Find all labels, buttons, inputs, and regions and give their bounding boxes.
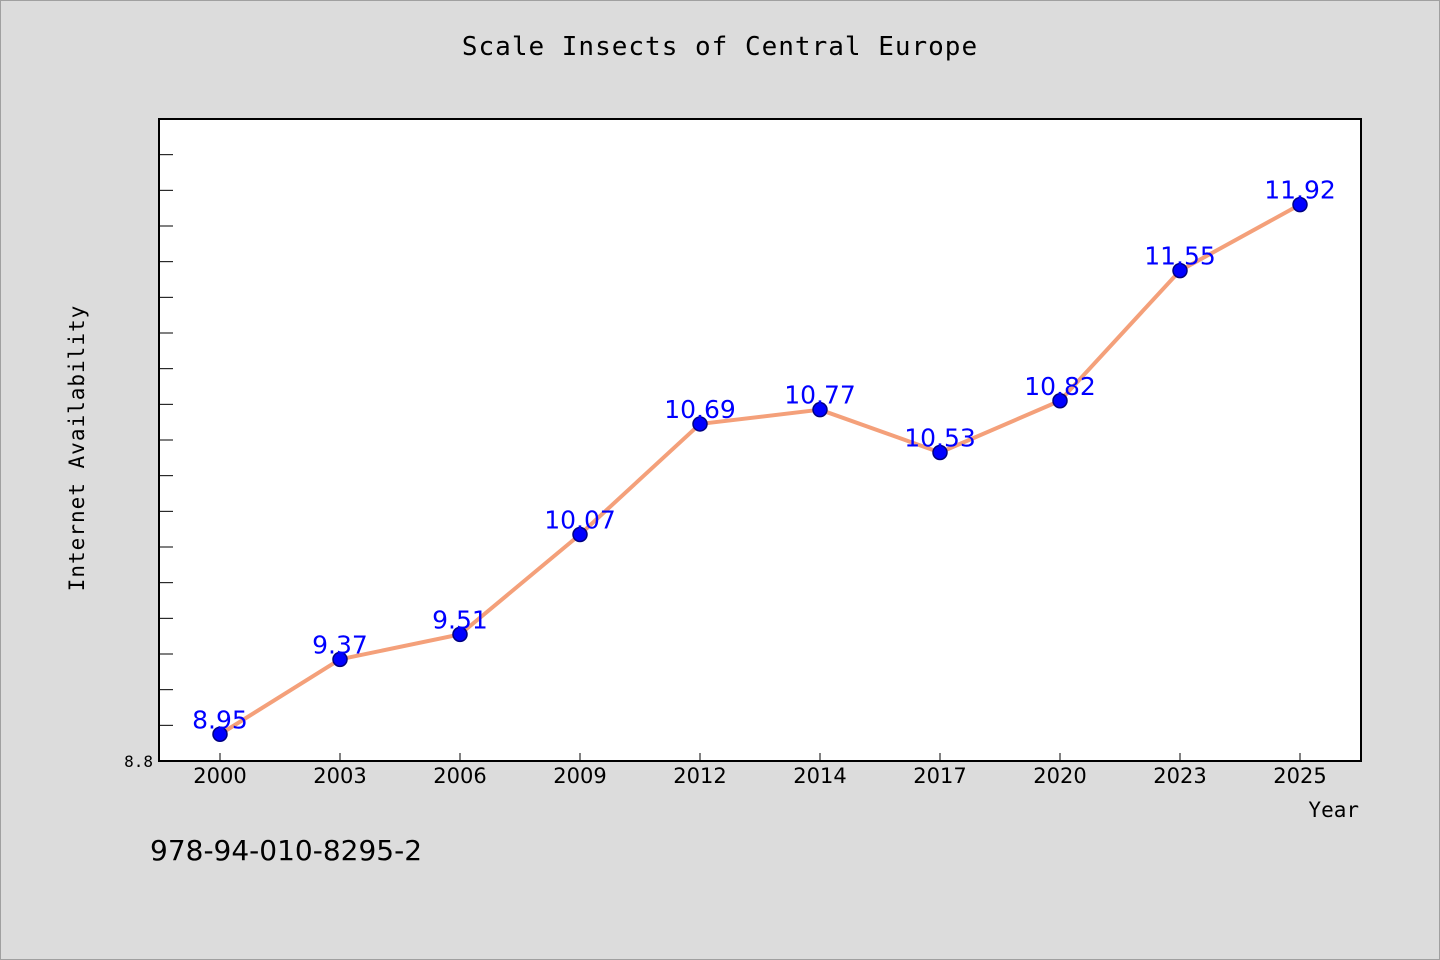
data-point bbox=[212, 726, 228, 742]
data-label: 9.51 bbox=[432, 605, 488, 634]
data-label: 10.77 bbox=[784, 381, 856, 410]
data-label: 9.37 bbox=[312, 630, 368, 659]
data-point bbox=[332, 651, 348, 668]
x-tick-label: 2009 bbox=[553, 764, 606, 788]
x-tick-label: 2025 bbox=[1273, 764, 1326, 788]
data-label: 8.95 bbox=[192, 705, 248, 734]
x-tick-label: 2020 bbox=[1033, 764, 1086, 788]
x-tick-label: 2014 bbox=[793, 764, 846, 788]
x-tick-label: 2012 bbox=[673, 764, 726, 788]
data-point bbox=[452, 626, 468, 643]
data-label: 10.69 bbox=[664, 395, 736, 424]
data-labels: 8.95 9.37 9.51 10.07 10.69 10.77 10.53 10.82 11.… bbox=[192, 176, 1336, 735]
y-axis-label: Internet Availability bbox=[65, 305, 89, 592]
data-point bbox=[932, 444, 948, 461]
data-label: 11.92 bbox=[1264, 176, 1336, 205]
data-point bbox=[1172, 262, 1188, 279]
data-label: 11.55 bbox=[1144, 242, 1216, 271]
data-point bbox=[692, 416, 708, 432]
data-point bbox=[1292, 196, 1308, 213]
data-label: 10.82 bbox=[1024, 372, 1096, 401]
x-axis-label: Year bbox=[1308, 798, 1359, 822]
data-label: 10.53 bbox=[904, 423, 976, 452]
x-axis-ticks: 2000 2003 2006 2009 2012 2014 2017 2020 2023 2025 bbox=[193, 753, 1327, 788]
x-tick-label: 2003 bbox=[313, 764, 366, 788]
series-line bbox=[218, 202, 1302, 737]
y-tick-label: 8.8 bbox=[124, 752, 153, 771]
series-markers bbox=[212, 196, 1308, 742]
data-point bbox=[812, 401, 828, 418]
isbn-text: 978-94-010-8295-2 bbox=[150, 834, 423, 867]
x-tick-label: 2000 bbox=[193, 764, 246, 788]
y-axis-ticks bbox=[159, 154, 173, 726]
data-label: 10.07 bbox=[544, 506, 616, 535]
chart-title: Scale Insects of Central Europe bbox=[461, 32, 979, 62]
x-tick-label: 2006 bbox=[433, 764, 486, 788]
x-tick-label: 2023 bbox=[1153, 764, 1206, 788]
data-point bbox=[1052, 393, 1068, 409]
data-point bbox=[572, 526, 588, 543]
x-tick-label: 2017 bbox=[913, 764, 966, 788]
